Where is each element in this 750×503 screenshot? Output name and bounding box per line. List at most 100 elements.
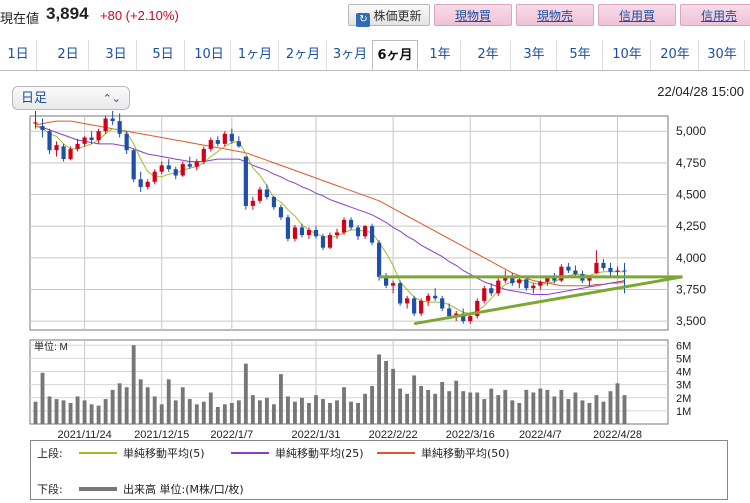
tab-3y[interactable]: 3年 bbox=[512, 40, 557, 70]
legend-volume-label: 出来高 単位:(M株/口/枚) bbox=[123, 483, 244, 496]
tab-2d[interactable]: 2日 bbox=[48, 40, 89, 70]
candle-body bbox=[40, 126, 45, 130]
trend-line bbox=[413, 275, 683, 326]
candle-body bbox=[559, 266, 564, 281]
candle-body bbox=[419, 300, 424, 314]
refresh-button[interactable]: ↻ 株価更新 bbox=[348, 4, 430, 27]
candle-body bbox=[545, 278, 550, 282]
volume-bar bbox=[75, 396, 80, 424]
candle-body bbox=[33, 122, 38, 124]
volume-bar bbox=[103, 399, 108, 424]
margin-sell-button[interactable]: 信用売 bbox=[680, 4, 750, 26]
tab-10d[interactable]: 10日 bbox=[188, 40, 231, 70]
price-tick-label: 4,250 bbox=[676, 219, 706, 233]
volume-bar bbox=[447, 391, 452, 424]
candle-body bbox=[369, 226, 375, 243]
candle-body bbox=[82, 137, 87, 144]
x-tick-label: 2022/1/7 bbox=[210, 429, 253, 440]
x-tick-label: 2022/4/7 bbox=[519, 429, 562, 440]
candle-body bbox=[440, 298, 445, 309]
tab-2m[interactable]: 2ヶ月 bbox=[280, 40, 327, 70]
volume-bar bbox=[166, 379, 171, 424]
legend-ma25-swatch bbox=[231, 452, 269, 454]
tab-5d[interactable]: 5日 bbox=[142, 40, 185, 70]
tab-3d[interactable]: 3日 bbox=[96, 40, 137, 70]
candle-body bbox=[124, 133, 129, 151]
candle-body bbox=[587, 276, 592, 281]
volume-bar bbox=[187, 399, 192, 424]
volume-bar bbox=[426, 389, 431, 424]
volume-tick-label: 1M bbox=[676, 406, 691, 418]
margin-buy-button[interactable]: 信用買 bbox=[598, 4, 676, 26]
volume-bar bbox=[138, 379, 143, 424]
refresh-icon: ↻ bbox=[356, 13, 371, 27]
price-tick-label: 4,750 bbox=[676, 156, 706, 170]
ma25-line bbox=[35, 125, 625, 295]
candle-body bbox=[54, 145, 59, 151]
volume-bar bbox=[300, 397, 304, 424]
interval-select-value: 日足 bbox=[21, 91, 48, 106]
legend-ma25-label: 単純移動平均(25) bbox=[275, 447, 364, 460]
volume-bar bbox=[391, 368, 396, 424]
volume-bar bbox=[321, 399, 325, 424]
tab-1d[interactable]: 1日 bbox=[0, 40, 37, 70]
candle-body bbox=[391, 283, 396, 286]
candle-body bbox=[194, 161, 199, 167]
tab-10y[interactable]: 10年 bbox=[604, 40, 651, 70]
volume-bar bbox=[587, 403, 592, 424]
legend-ma50-swatch bbox=[377, 452, 415, 454]
volume-bar bbox=[615, 383, 620, 424]
volume-bar bbox=[286, 396, 290, 424]
candle-body bbox=[138, 179, 143, 187]
candle-body bbox=[47, 131, 52, 151]
volume-bar bbox=[356, 403, 360, 424]
volume-bar bbox=[61, 400, 66, 424]
candle-body bbox=[362, 226, 368, 237]
candle-body bbox=[383, 276, 389, 286]
interval-select[interactable]: 日足 ⌃⌄ bbox=[12, 86, 130, 110]
volume-bar bbox=[208, 392, 213, 424]
candle-body bbox=[68, 148, 73, 160]
candle-body bbox=[615, 270, 620, 272]
tab-2y[interactable]: 2年 bbox=[466, 40, 511, 70]
candle-body bbox=[348, 219, 354, 228]
volume-bar bbox=[622, 395, 627, 424]
volume-bar bbox=[124, 387, 129, 424]
tab-30y[interactable]: 30年 bbox=[700, 40, 745, 70]
volume-bar bbox=[524, 389, 529, 424]
x-tick-label: 2022/4/28 bbox=[593, 429, 642, 440]
stock-chart: 5,000 4,750 4,500 4,250 4,000 3,750 3,500 6M5M… bbox=[29, 110, 706, 440]
legend-volume-swatch bbox=[79, 487, 117, 491]
candle-body bbox=[496, 280, 501, 294]
candle-body bbox=[482, 288, 487, 301]
volume-bar bbox=[222, 404, 227, 424]
tab-1y[interactable]: 1年 bbox=[420, 40, 461, 70]
candle-body bbox=[278, 207, 284, 218]
volume-tick-label: 2M bbox=[676, 393, 691, 405]
volume-bar bbox=[328, 403, 332, 424]
chevron-updown-icon: ⌃⌄ bbox=[102, 92, 121, 105]
volume-bar bbox=[159, 404, 164, 424]
tab-5y[interactable]: 5年 bbox=[558, 40, 603, 70]
volume-bar bbox=[131, 345, 136, 424]
spot-sell-button[interactable]: 現物売 bbox=[516, 4, 594, 26]
volume-bar bbox=[566, 399, 571, 424]
volume-bar bbox=[117, 383, 122, 424]
candle-body bbox=[145, 181, 150, 187]
volume-bar bbox=[510, 400, 515, 424]
price-value: 3,894 bbox=[46, 4, 89, 23]
spot-buy-button[interactable]: 現物買 bbox=[434, 4, 512, 26]
volume-bar bbox=[194, 404, 199, 424]
volume-bar bbox=[264, 397, 269, 424]
tab-6m[interactable]: 6ヶ月 bbox=[372, 40, 418, 70]
candle-body bbox=[292, 227, 298, 239]
tab-20y[interactable]: 20年 bbox=[652, 40, 699, 70]
candle-body bbox=[243, 156, 248, 206]
candle-body bbox=[355, 227, 361, 237]
chart-legend: 上段: 単純移動平均(5) 単純移動平均(25) 単純移動平均(50) 下段: … bbox=[30, 440, 728, 500]
volume-bar bbox=[278, 374, 283, 424]
tab-1m[interactable]: 1ヶ月 bbox=[232, 40, 279, 70]
volume-bar bbox=[545, 389, 550, 424]
candle-body bbox=[313, 229, 319, 237]
candle-body bbox=[166, 165, 171, 170]
